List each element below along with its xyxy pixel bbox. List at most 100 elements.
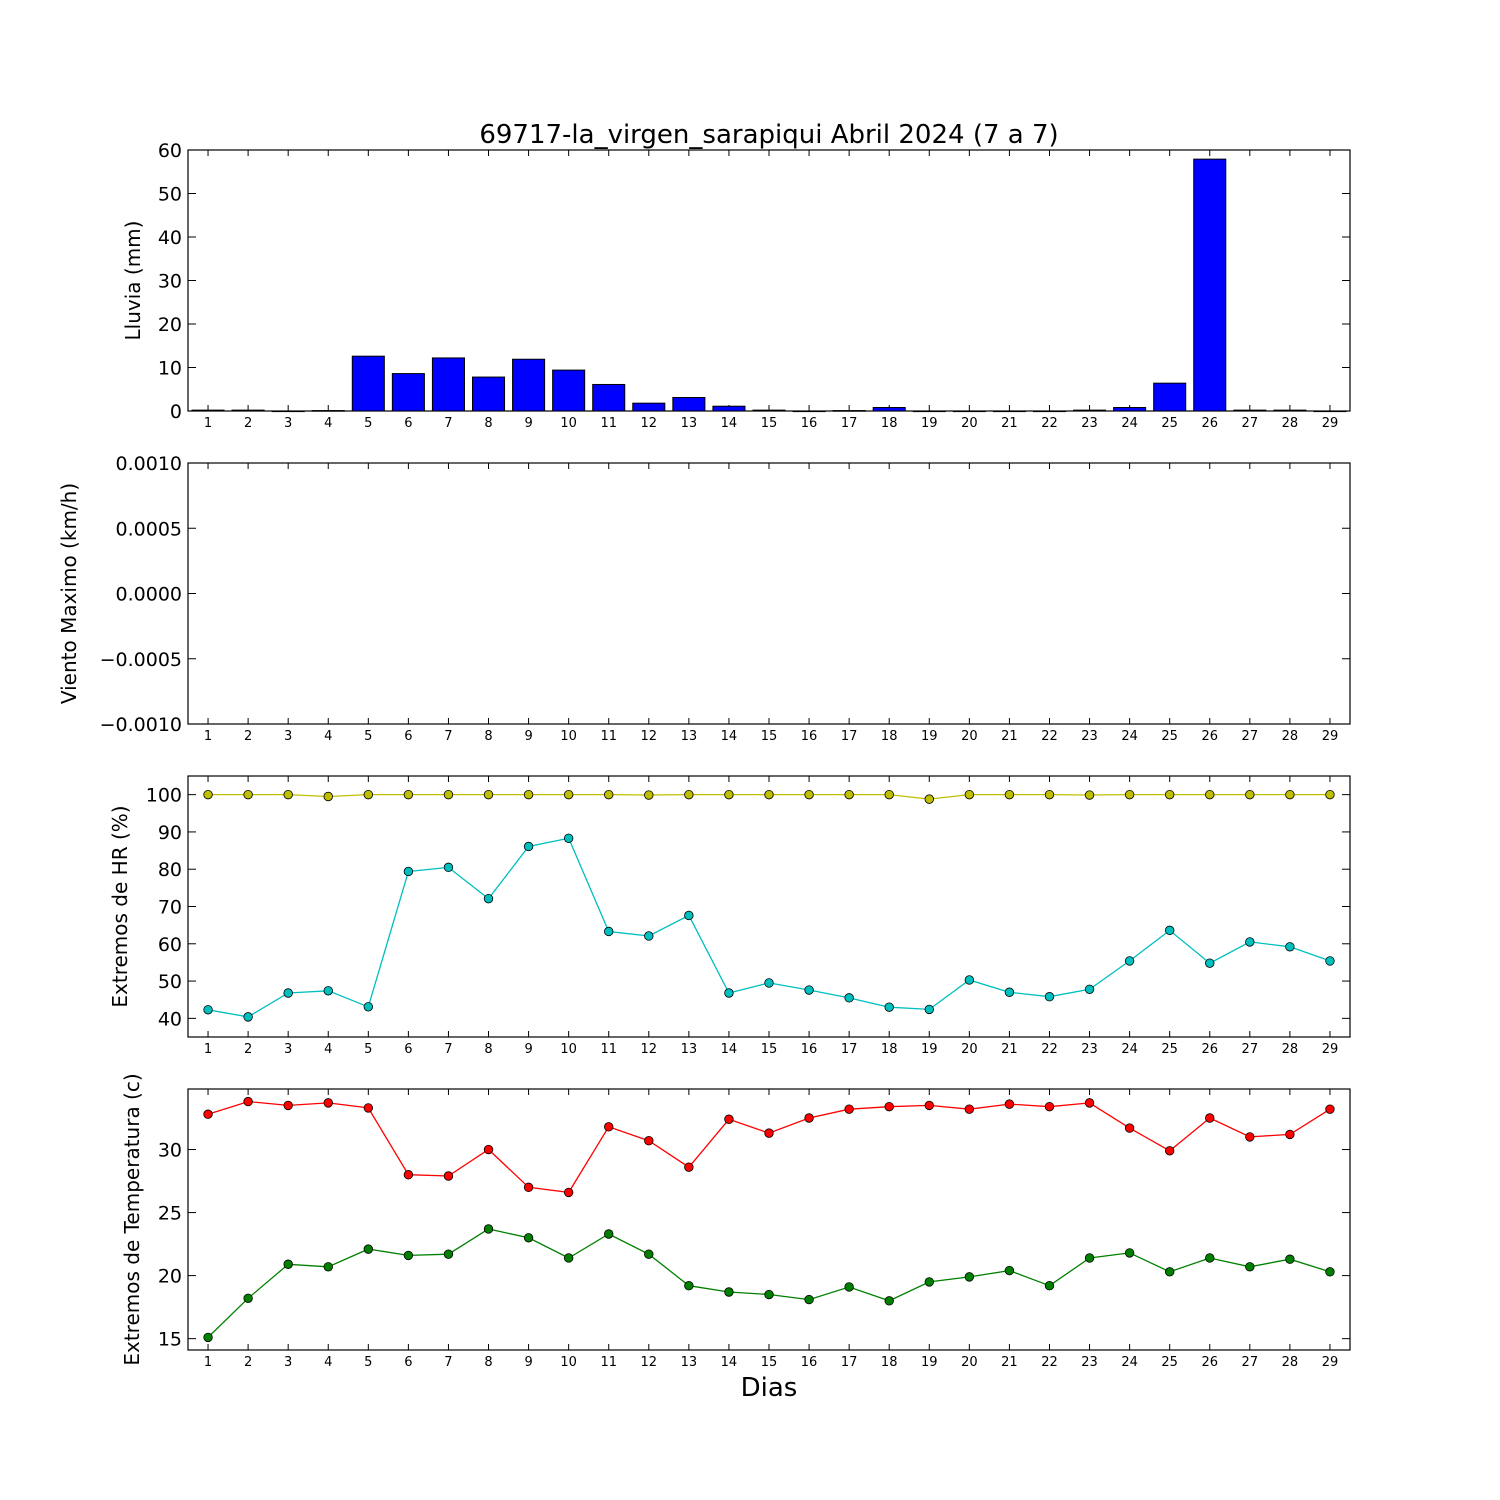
point-series1-day-9 — [523, 1182, 534, 1193]
point-series1-day-2 — [243, 1096, 253, 1107]
x-tick-label: 3 — [284, 416, 292, 431]
point-series2-day-14 — [724, 988, 734, 998]
bar-day-19 — [912, 410, 946, 413]
x-tick-label: 23 — [1081, 1042, 1098, 1057]
x-tick-label: 27 — [1242, 416, 1259, 431]
point-series1-day-2 — [243, 789, 253, 800]
x-tick-label: 9 — [524, 416, 532, 431]
point-series1-day-29 — [1325, 1104, 1335, 1114]
bar-day-27 — [1233, 409, 1267, 412]
point-series1-day-27 — [1245, 1132, 1255, 1142]
y-tick-label: 10 — [158, 358, 182, 380]
x-tick-label: 11 — [600, 729, 617, 744]
point-series1-day-14 — [724, 789, 734, 800]
point-series1-day-24 — [1124, 789, 1135, 800]
x-tick-label: 20 — [961, 729, 978, 744]
bar-day-23 — [1073, 409, 1107, 412]
bar-day-12 — [632, 402, 666, 412]
point-series2-day-27 — [1245, 937, 1255, 947]
point-series2-day-21 — [1004, 1265, 1015, 1276]
point-series2-day-14 — [724, 1287, 734, 1297]
y-tick-label: 90 — [158, 822, 182, 844]
x-tick-label: 9 — [524, 1355, 532, 1370]
point-series2-day-4 — [323, 986, 333, 996]
x-tick-label: 12 — [641, 1355, 658, 1370]
y-tick-label: 50 — [158, 184, 182, 206]
point-series2-day-10 — [563, 833, 574, 843]
point-series1-day-28 — [1285, 789, 1295, 800]
point-series2-day-26 — [1205, 958, 1215, 968]
bar-day-28 — [1273, 409, 1307, 412]
x-tick-label: 22 — [1041, 416, 1058, 431]
x-tick-label: 7 — [444, 1042, 452, 1057]
x-tick-label: 5 — [364, 416, 372, 431]
x-tick-label: 4 — [324, 1042, 332, 1057]
point-series2-day-27 — [1245, 1262, 1255, 1272]
x-tick-label: 17 — [841, 416, 858, 431]
x-tick-label: 12 — [641, 416, 658, 431]
point-series1-day-16 — [804, 1113, 814, 1123]
point-series1-day-17 — [844, 789, 854, 800]
x-tick-label: 14 — [721, 729, 738, 744]
point-series2-day-11 — [604, 926, 614, 937]
series-line-2 — [207, 1228, 1331, 1338]
x-tick-label: 5 — [364, 729, 372, 744]
point-series1-day-25 — [1164, 789, 1175, 800]
point-series1-day-14 — [724, 1114, 734, 1124]
x-tick-label: 16 — [801, 416, 818, 431]
point-series2-day-29 — [1325, 956, 1335, 966]
point-series1-day-16 — [804, 789, 814, 800]
figure-title: 69717-la_virgen_sarapiqui Abril 2024 (7 … — [479, 120, 1058, 150]
point-series2-day-6 — [403, 866, 414, 877]
point-series1-day-8 — [483, 789, 494, 800]
x-tick-label: 23 — [1081, 729, 1098, 744]
point-series1-day-21 — [1004, 789, 1015, 800]
bar-day-25 — [1153, 382, 1187, 412]
point-series1-day-21 — [1004, 1099, 1015, 1109]
x-tick-label: 21 — [1001, 416, 1018, 431]
y-tick-label: 25 — [158, 1203, 182, 1225]
x-tick-label: 15 — [761, 416, 778, 431]
point-series2-day-18 — [884, 1296, 894, 1306]
point-series2-day-28 — [1285, 942, 1295, 952]
bar-day-10 — [552, 369, 586, 412]
point-series1-day-9 — [523, 789, 534, 800]
x-tick-label: 12 — [641, 1042, 658, 1057]
x-tick-label: 13 — [681, 729, 698, 744]
x-tick-label: 17 — [841, 1042, 858, 1057]
point-series2-day-23 — [1084, 984, 1095, 994]
point-series1-day-4 — [323, 791, 333, 802]
x-tick-label: 9 — [524, 1042, 532, 1057]
point-series1-day-27 — [1245, 789, 1255, 800]
x-tick-label: 13 — [681, 416, 698, 431]
x-tick-label: 23 — [1081, 416, 1098, 431]
x-tick-label: 29 — [1322, 729, 1339, 744]
y-tick-label: −0.0005 — [100, 649, 182, 671]
x-tick-label: 21 — [1001, 1042, 1018, 1057]
bar-day-1 — [191, 409, 225, 412]
point-series2-day-9 — [523, 841, 534, 852]
point-series1-day-28 — [1285, 1129, 1295, 1140]
bar-day-20 — [952, 410, 986, 413]
point-series2-day-2 — [243, 1012, 253, 1022]
point-series1-day-15 — [764, 789, 774, 800]
point-series2-day-1 — [203, 1005, 213, 1015]
x-tick-label: 10 — [560, 416, 577, 431]
x-tick-label: 17 — [841, 729, 858, 744]
x-tick-label: 1 — [204, 729, 212, 744]
y-tick-label: 50 — [158, 971, 182, 993]
x-tick-label: 11 — [600, 1042, 617, 1057]
x-tick-label: 8 — [484, 1042, 492, 1057]
plot-frame — [187, 1088, 1351, 1351]
point-series1-day-18 — [884, 789, 894, 800]
point-series1-day-15 — [764, 1128, 774, 1138]
x-tick-label: 1 — [204, 416, 212, 431]
y-tick-label: 0.0010 — [116, 453, 182, 475]
bar-day-11 — [592, 383, 626, 412]
x-tick-label: 29 — [1322, 1042, 1339, 1057]
y-tick-label: 40 — [158, 227, 182, 249]
bar-day-8 — [471, 376, 506, 412]
x-tick-label: 13 — [681, 1355, 698, 1370]
